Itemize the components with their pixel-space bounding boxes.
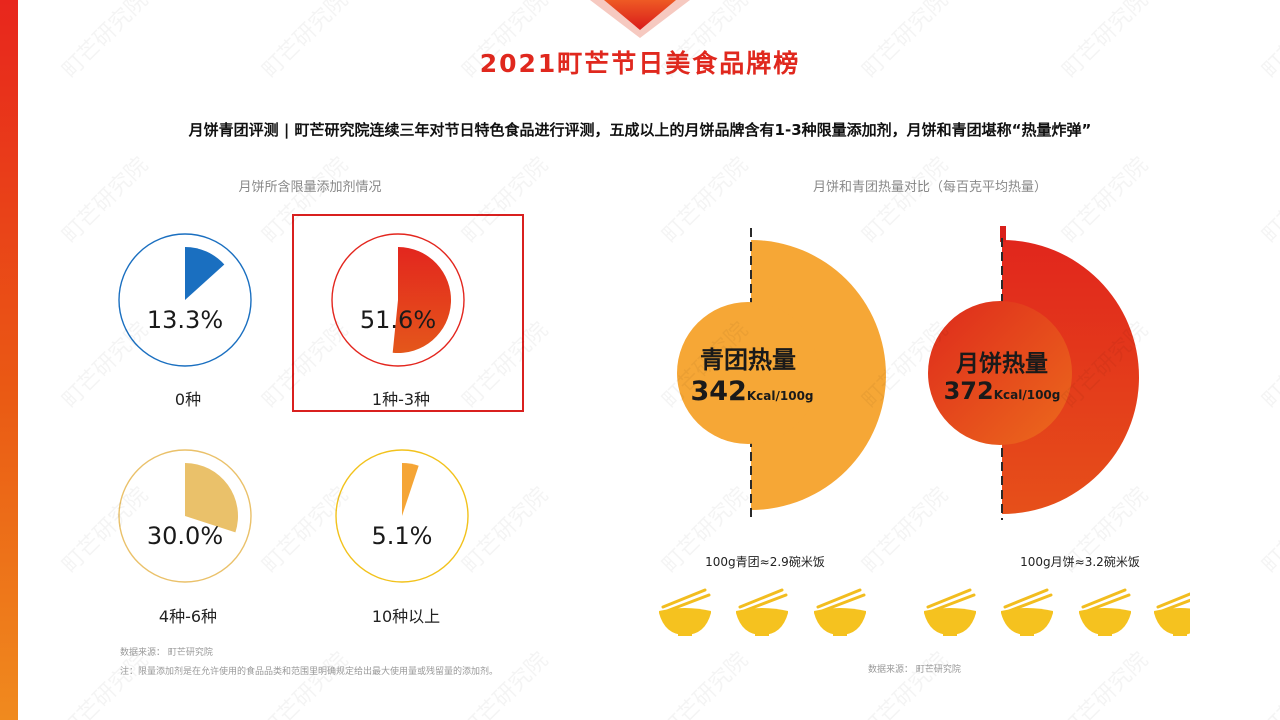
pie-note: 注：限量添加剂是在允许使用的食品品类和范围里明确规定给出最大使用量或残留量的添加… [120, 667, 499, 677]
qingtuan-rice-caption: 100g青团≈2.9碗米饭 [705, 555, 825, 569]
calorie-source: 数据来源： 町芒研究院 [868, 665, 961, 675]
category-label-3: 10种以上 [371, 607, 441, 626]
qingtuan-calorie-circle [677, 302, 819, 444]
page-title: 2021町芒节日美食品牌榜 [479, 49, 801, 78]
pie-panel-title: 月饼所含限量添加剂情况 [238, 180, 382, 195]
rice-bowl-icon [1154, 592, 1190, 636]
qingtuan-label: 青团热量 [700, 346, 796, 374]
rice-bowl-icon [1079, 588, 1131, 636]
qingtuan-value-line: 342Kcal/100g [682, 376, 822, 407]
pie-value-label-0: 13.3% [147, 306, 223, 334]
highlight-box [292, 214, 524, 412]
mooncake-calorie-circle [928, 301, 1072, 445]
pie-slice-2 [185, 463, 239, 533]
rice-bowl-icon [1001, 588, 1053, 636]
pie-slice-0 [185, 247, 225, 300]
category-label-2: 4种-6种 [158, 607, 218, 626]
pie-slice-3 [402, 463, 419, 516]
category-label-0: 0种 [174, 390, 202, 409]
calorie-panel-title: 月饼和青团热量对比（每百克平均热量） [812, 180, 1047, 195]
page-subtitle: 月饼青团评测 | 町芒研究院连续三年对节日特色食品进行评测，五成以上的月饼品牌含… [188, 121, 1092, 139]
rice-bowl-icon [814, 588, 866, 636]
category-label-1: 1种-3种 [371, 390, 431, 409]
rice-bowl-icon [736, 588, 788, 636]
pie-value-label-1: 51.6% [360, 306, 436, 334]
rice-bowl-icon [659, 588, 711, 636]
pie-value-label-3: 5.1% [372, 522, 433, 550]
mooncake-label: 月饼热量 [956, 351, 1048, 377]
mooncake-arc-tip [1000, 226, 1006, 242]
additive-pie-charts: 13.3% 51.6% 30.0% 5.1% [118, 233, 469, 583]
top-triangle-decoration [590, 0, 690, 38]
rice-bowl-icon [924, 588, 976, 636]
left-accent-bar [0, 0, 18, 720]
pie-slice-1 [392, 246, 452, 353]
pie-source: 数据来源： 町芒研究院 [120, 648, 213, 658]
mooncake-rice-caption: 100g月饼≈3.2碗米饭 [1020, 555, 1140, 569]
qingtuan-unit: Kcal/100g [746, 389, 814, 403]
mooncake-value: 372 [943, 377, 994, 405]
pie-value-label-2: 30.0% [147, 522, 223, 550]
mooncake-value-line: 372Kcal/100g [932, 377, 1072, 405]
mooncake-unit: Kcal/100g [993, 388, 1061, 402]
qingtuan-value: 342 [690, 376, 747, 407]
